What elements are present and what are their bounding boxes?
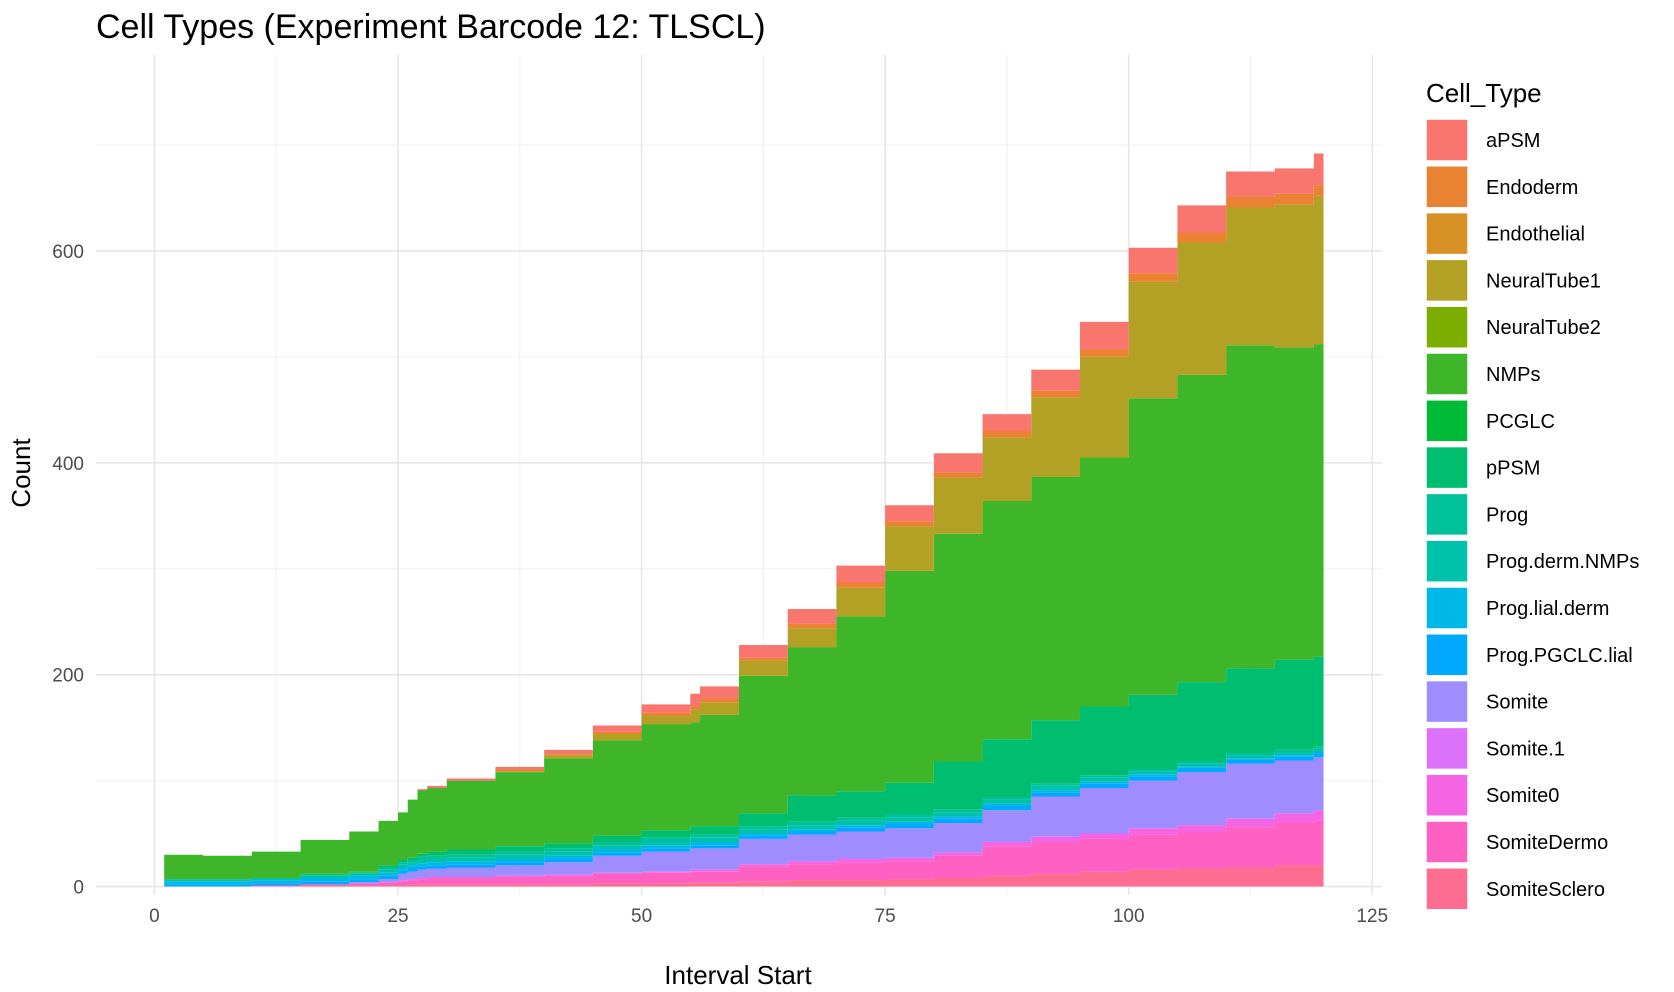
x-tick-label: 25 xyxy=(387,906,408,927)
legend-key-endoderm xyxy=(1425,165,1469,209)
x-tick-label: 50 xyxy=(631,906,652,927)
area-nmps xyxy=(154,320,1324,887)
legend-label-nmps: NMPs xyxy=(1486,364,1540,386)
x-tick-label: 0 xyxy=(149,906,160,927)
legend-label-ppsm: pPSM xyxy=(1486,458,1540,480)
legend-label-prog-lial-derm: Prog.lial.derm xyxy=(1486,598,1609,620)
legend-label-prog-pgclc-lial: Prog.PGCLC.lial xyxy=(1486,645,1633,667)
x-axis-title: Interval Start xyxy=(664,960,812,990)
legend-key-nmps xyxy=(1425,352,1469,396)
legend-label-prog-derm-nmps: Prog.derm.NMPs xyxy=(1486,551,1639,573)
legend-label-somitesclero: SomiteSclero xyxy=(1486,879,1605,901)
legend-label-prog: Prog xyxy=(1486,504,1528,526)
legend-key-neuraltube1 xyxy=(1425,258,1469,303)
legend-label-endothelial: Endothelial xyxy=(1486,224,1585,246)
y-axis: 0 200 400 600 xyxy=(52,242,84,899)
legend-key-neuraltube2 xyxy=(1425,305,1469,349)
y-tick-label: 0 xyxy=(73,878,84,899)
x-tick-label: 125 xyxy=(1356,906,1388,927)
legend-label-somite-1: Somite.1 xyxy=(1486,738,1565,760)
area-somitedermo xyxy=(154,820,1324,887)
legend-key-prog-derm-nmps xyxy=(1425,539,1469,583)
legend-label-somitedermo: SomiteDermo xyxy=(1486,832,1608,854)
legend-items: aPSM Endoderm Endothelial NeuralTube1 Neural… xyxy=(1425,118,1639,911)
y-tick-label: 200 xyxy=(52,666,84,687)
stacked-areas xyxy=(154,109,1324,887)
legend-key-apsm xyxy=(1425,118,1469,162)
legend-key-somite-1 xyxy=(1425,726,1469,771)
legend-key-somite0 xyxy=(1425,773,1469,817)
x-axis: 0 25 50 75 100 125 xyxy=(149,906,1388,927)
chart-title: Cell Types (Experiment Barcode 12: TLSCL… xyxy=(96,8,766,46)
legend-key-prog-pgclc-lial xyxy=(1425,633,1469,677)
legend: Cell_Type aPSM Endoderm Endothelial NeuralT… xyxy=(1425,78,1639,911)
legend-label-somite0: Somite0 xyxy=(1486,785,1559,807)
legend-key-ppsm xyxy=(1425,445,1469,490)
y-tick-label: 600 xyxy=(52,242,84,263)
legend-key-prog xyxy=(1425,492,1469,537)
area-somitesclero xyxy=(154,865,1324,887)
plot-area xyxy=(96,55,1382,895)
area-somite xyxy=(154,757,1324,887)
x-tick-label: 75 xyxy=(875,906,896,927)
legend-key-somite xyxy=(1425,679,1469,724)
legend-label-somite: Somite xyxy=(1486,692,1548,714)
x-tick-label: 100 xyxy=(1113,906,1145,927)
legend-key-somitesclero xyxy=(1425,867,1469,911)
y-tick-label: 400 xyxy=(52,454,84,475)
legend-key-somitedermo xyxy=(1425,820,1469,864)
legend-key-prog-lial-derm xyxy=(1425,586,1469,630)
legend-label-pcglc: PCGLC xyxy=(1486,411,1555,433)
area-ppsm xyxy=(154,654,1324,887)
y-axis-title: Count xyxy=(6,438,36,508)
legend-label-apsm: aPSM xyxy=(1486,130,1540,152)
legend-label-endoderm: Endoderm xyxy=(1486,177,1578,199)
legend-key-pcglc xyxy=(1425,399,1469,443)
area-somite0 xyxy=(154,810,1324,887)
legend-label-neuraltube1: NeuralTube1 xyxy=(1486,270,1601,292)
legend-key-endothelial xyxy=(1425,211,1469,256)
legend-label-neuraltube2: NeuralTube2 xyxy=(1486,317,1601,339)
legend-title: Cell_Type xyxy=(1426,78,1542,108)
